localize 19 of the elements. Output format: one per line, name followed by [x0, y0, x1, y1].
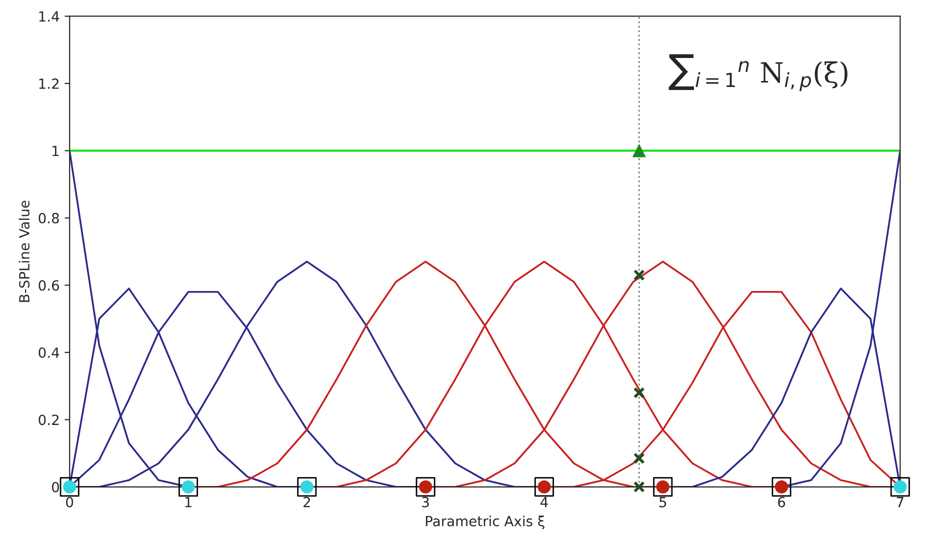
x-tick-label: 3 — [422, 496, 429, 508]
y-tick-label: 0.4 — [38, 347, 60, 358]
y-tick-label: 1.2 — [39, 78, 58, 89]
y-tick-label: 0.6 — [38, 280, 60, 291]
y-axis-title: B-SPLine Value — [18, 200, 30, 302]
y-tick-label: 1 — [52, 146, 59, 156]
y-tick-label: 0 — [52, 482, 59, 492]
y-tick-label: 1.4 — [39, 11, 60, 22]
x-tick-label: 2 — [304, 496, 310, 508]
x-tick-label: 7 — [896, 497, 904, 508]
y-tick-label: 0.8 — [38, 212, 59, 224]
x-axis-title: Parametric Axis ξ — [426, 516, 544, 530]
annotation: ∑$_{i=1}$$^{n}$ N$_{i,p}$(ξ) — [668, 54, 848, 92]
x-tick-label: 6 — [778, 496, 786, 508]
y-tick-label: 0.2 — [38, 414, 58, 426]
x-tick-label: 4 — [540, 497, 548, 508]
x-tick-label: 5 — [660, 497, 666, 508]
x-tick-label: 0 — [66, 496, 74, 508]
x-tick-label: 1 — [185, 497, 192, 508]
